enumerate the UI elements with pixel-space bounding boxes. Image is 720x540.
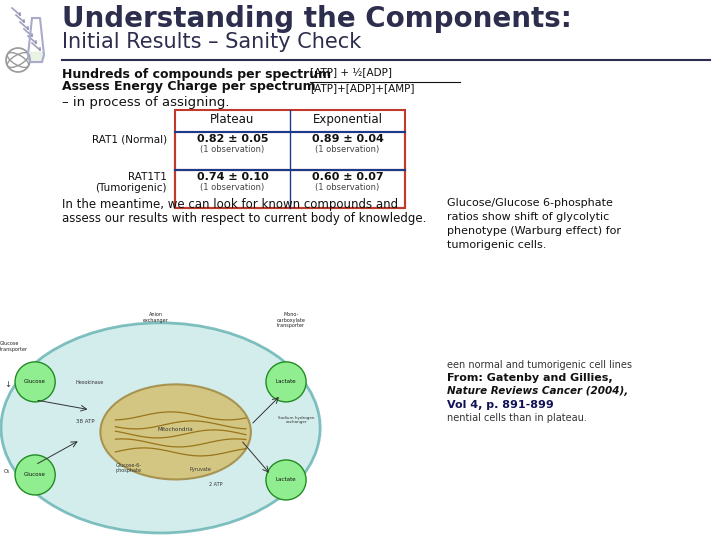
Text: een normal and tumorigenic cell lines: een normal and tumorigenic cell lines: [447, 360, 632, 370]
Text: Initial Results – Sanity Check: Initial Results – Sanity Check: [62, 32, 361, 52]
Text: [ATP]+[ADP]+[AMP]: [ATP]+[ADP]+[AMP]: [310, 83, 415, 93]
Text: 38 ATP: 38 ATP: [76, 420, 94, 424]
Text: nential cells than in plateau.: nential cells than in plateau.: [447, 413, 587, 423]
Text: (Tumorigenic): (Tumorigenic): [96, 183, 167, 193]
Ellipse shape: [1, 323, 320, 533]
Text: 0.82 ± 0.05: 0.82 ± 0.05: [197, 134, 269, 144]
Text: Glucose
transporter: Glucose transporter: [0, 341, 28, 352]
Text: Anion
exchanger: Anion exchanger: [143, 312, 168, 322]
Text: Glucose/Glucose 6-phosphate
ratios show shift of glycolytic
phenotype (Warburg e: Glucose/Glucose 6-phosphate ratios show …: [447, 198, 621, 250]
Text: 0.89 ± 0.04: 0.89 ± 0.04: [312, 134, 384, 144]
Text: RAT1 (Normal): RAT1 (Normal): [92, 135, 167, 145]
Text: Lactate: Lactate: [276, 477, 297, 482]
Bar: [175, 170, 405, 208]
Text: (1 observation): (1 observation): [200, 145, 265, 154]
Text: Pyruvate: Pyruvate: [190, 468, 212, 472]
Text: (1 observation): (1 observation): [315, 183, 379, 192]
Text: 2 ATP: 2 ATP: [209, 482, 222, 488]
Text: Vol 4, p. 891-899: Vol 4, p. 891-899: [447, 400, 554, 410]
Text: – in process of assigning.: – in process of assigning.: [62, 96, 230, 109]
Text: Exponential: Exponential: [312, 113, 382, 126]
Text: 0.74 ± 0.10: 0.74 ± 0.10: [197, 172, 269, 182]
Circle shape: [15, 455, 55, 495]
Bar: [175, 110, 405, 208]
Text: Hundreds of compounds per spectrum: Hundreds of compounds per spectrum: [62, 68, 331, 81]
Text: Hexokinase: Hexokinase: [76, 380, 104, 386]
Text: Mono-
carboxylate
transporter: Mono- carboxylate transporter: [276, 312, 305, 328]
Circle shape: [266, 362, 306, 402]
Circle shape: [266, 460, 306, 500]
Text: Nature Reviews Cancer (2004),: Nature Reviews Cancer (2004),: [447, 386, 629, 396]
Text: Understanding the Components:: Understanding the Components:: [62, 5, 572, 33]
Text: [ATP] + ½[ADP]: [ATP] + ½[ADP]: [310, 68, 392, 78]
Bar: [175, 132, 405, 170]
Text: Glucose: Glucose: [24, 472, 46, 477]
Text: RAT1T1: RAT1T1: [128, 172, 167, 182]
Text: (1 observation): (1 observation): [200, 183, 265, 192]
Ellipse shape: [100, 384, 251, 480]
Text: Plateau: Plateau: [210, 113, 255, 126]
Text: 0.60 ± 0.07: 0.60 ± 0.07: [312, 172, 383, 182]
Text: From: Gatenby and Gillies,: From: Gatenby and Gillies,: [447, 373, 613, 383]
Text: assess our results with respect to current body of knowledge.: assess our results with respect to curre…: [62, 212, 426, 225]
Text: O₂: O₂: [4, 469, 10, 475]
Text: (1 observation): (1 observation): [315, 145, 379, 154]
Text: Mitochondria: Mitochondria: [158, 427, 194, 433]
Text: Assess Energy Charge per spectrum: Assess Energy Charge per spectrum: [62, 80, 315, 93]
Text: Lactate: Lactate: [276, 380, 297, 384]
Text: Sodium hydrogen
exchanger: Sodium hydrogen exchanger: [278, 416, 315, 424]
Text: ↓: ↓: [4, 380, 11, 389]
Circle shape: [15, 362, 55, 402]
Text: In the meantime, we can look for known compounds and: In the meantime, we can look for known c…: [62, 198, 398, 211]
Text: Glucose-6-
phosphate: Glucose-6- phosphate: [115, 463, 141, 474]
Text: Glucose: Glucose: [24, 380, 46, 384]
